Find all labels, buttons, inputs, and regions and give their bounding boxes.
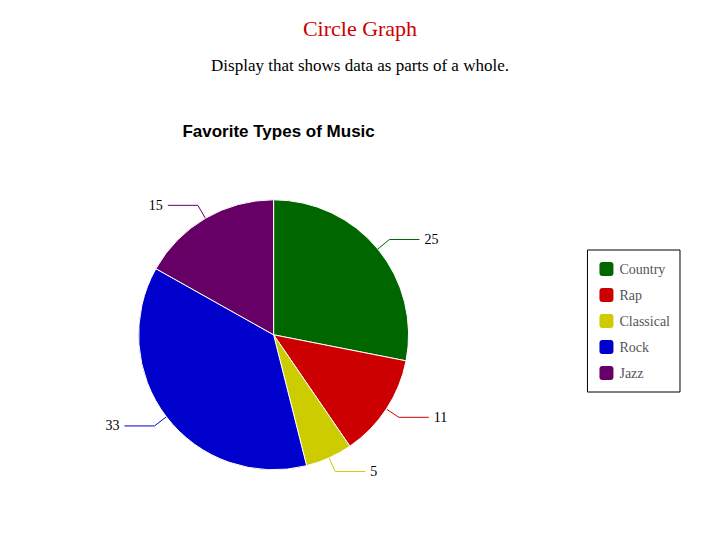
svg-text:Circle Graph: Circle Graph (303, 16, 417, 41)
svg-text:11: 11 (434, 410, 447, 425)
svg-text:Country: Country (619, 262, 665, 277)
svg-text:Favorite Types of Music: Favorite Types of Music (182, 122, 374, 141)
svg-text:15: 15 (149, 198, 163, 213)
svg-text:Rap: Rap (619, 288, 642, 303)
svg-text:33: 33 (105, 418, 119, 433)
svg-text:Display that shows data as par: Display that shows data as parts of a wh… (211, 56, 509, 75)
svg-text:Jazz: Jazz (619, 366, 643, 381)
svg-text:25: 25 (424, 232, 438, 247)
svg-text:Classical: Classical (619, 314, 670, 329)
svg-text:5: 5 (370, 464, 377, 479)
svg-text:Rock: Rock (619, 340, 649, 355)
